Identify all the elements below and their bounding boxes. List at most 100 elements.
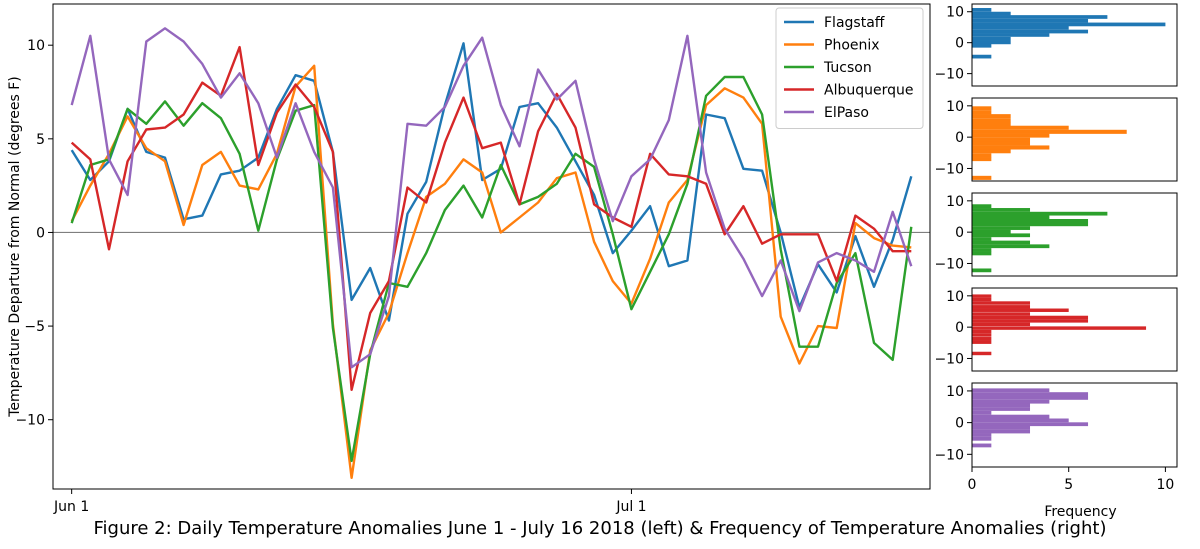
histogram-bar xyxy=(972,418,1069,423)
histogram-bar xyxy=(972,429,1031,434)
histogram-bar xyxy=(972,240,1031,245)
histogram-bar xyxy=(972,54,992,59)
histogram-bar xyxy=(972,251,992,256)
histogram-y-tick-label: 10 xyxy=(946,384,964,400)
histogram-y-tick-label: 0 xyxy=(955,320,964,336)
legend-box xyxy=(775,7,924,129)
histogram-bar xyxy=(972,414,1050,419)
histogram-panel-flagstaff: −10 0 10 xyxy=(934,3,1178,87)
histogram-bar xyxy=(972,294,992,298)
histogram-bar xyxy=(972,425,1031,430)
legend-label-flagstaff: Flagstaff xyxy=(824,15,885,31)
histogram-bar xyxy=(972,308,1069,312)
histogram-bar xyxy=(972,33,1050,37)
histogram-x-axis-label: Frequency xyxy=(1044,504,1116,520)
histogram-y-tick-label: 0 xyxy=(955,225,964,241)
histogram-frame xyxy=(971,382,1178,468)
histogram-bar xyxy=(972,237,992,241)
histogram-bar xyxy=(972,36,1011,41)
histogram-bar xyxy=(972,301,1031,305)
histogram-y-tick-label: 0 xyxy=(955,416,964,432)
legend-label-tucson: Tucson xyxy=(823,60,872,76)
histogram-frame xyxy=(971,3,1178,87)
histogram-bar xyxy=(972,125,1069,130)
legend-label-phoenix: Phoenix xyxy=(824,38,880,54)
histogram-bar xyxy=(972,337,992,341)
histogram-bar xyxy=(972,219,1089,223)
histogram-bar xyxy=(972,233,1031,238)
histogram-bar xyxy=(972,322,1031,327)
histogram-bar xyxy=(972,8,992,12)
histogram-bar xyxy=(972,403,1031,408)
histogram-panel-albuquerque: −10 0 10 xyxy=(934,287,1178,372)
histogram-bar xyxy=(972,137,1031,142)
x-tick-label: Jun 1 xyxy=(53,499,89,515)
y-tick-label: 10 xyxy=(27,38,45,54)
histogram-bar xyxy=(972,129,1127,134)
histogram-y-tick-label: −10 xyxy=(934,351,964,367)
histogram-bar xyxy=(972,326,1147,330)
histogram-bar xyxy=(972,114,1011,119)
histogram-bar xyxy=(972,436,992,441)
histogram-bar xyxy=(972,399,1050,404)
histogram-panel-tucson: −10 0 10 xyxy=(934,192,1178,277)
figure-caption: Figure 2: Daily Temperature Anomalies Ju… xyxy=(93,518,1107,539)
histogram-bar xyxy=(972,175,992,180)
histogram-y-tick-label: 10 xyxy=(946,194,964,210)
histogram-bar xyxy=(972,153,992,158)
histogram-bar xyxy=(972,29,1089,34)
legend: Flagstaff Phoenix Tucson Albuquerque ElPaso xyxy=(775,7,924,129)
histogram-y-tick-label: 10 xyxy=(946,5,964,21)
histogram-bar xyxy=(972,15,1108,19)
histogram-y-tick-label: −10 xyxy=(934,161,964,177)
legend-label-elpaso: ElPaso xyxy=(824,105,869,121)
histogram-x-tick-label: 5 xyxy=(1064,477,1073,493)
histogram-bar xyxy=(972,248,992,252)
histogram-bar xyxy=(972,43,992,48)
histogram-bar xyxy=(972,106,992,111)
histogram-bar xyxy=(972,229,1011,234)
histogram-y-tick-label: 10 xyxy=(946,289,964,305)
histogram-bar xyxy=(972,388,1050,393)
histogram-y-tick-label: −10 xyxy=(934,447,964,463)
y-axis-label: Temperature Departure from Normal (degre… xyxy=(7,76,23,418)
histogram-bar xyxy=(972,319,1089,323)
histogram-bar xyxy=(972,141,1031,146)
histogram-bar xyxy=(972,443,992,448)
histogram-frame xyxy=(971,192,1178,277)
histogram-bar xyxy=(972,392,1089,396)
histogram-y-tick-label: 0 xyxy=(955,36,964,52)
histogram-bar xyxy=(972,351,992,356)
histogram-y-tick-label: 0 xyxy=(955,130,964,146)
histogram-bar xyxy=(972,145,1050,150)
histogram-bar xyxy=(972,297,992,302)
histogram-y-tick-label: 10 xyxy=(946,99,964,115)
histogram-bar xyxy=(972,133,1050,138)
histogram-x-tick-label: 0 xyxy=(968,477,977,493)
histogram-y-tick-label: −10 xyxy=(934,256,964,272)
histogram-bar xyxy=(972,333,992,337)
histogram-bar xyxy=(972,226,1031,230)
histogram-bar xyxy=(972,208,1031,212)
series-line-albuquerque xyxy=(70,45,912,391)
series-line-phoenix xyxy=(70,64,912,479)
histogram-bar xyxy=(972,433,992,437)
histogram-bar xyxy=(972,40,1011,45)
histogram-bar xyxy=(972,244,1050,249)
histogram-bar xyxy=(972,312,1031,316)
histogram-bar xyxy=(972,211,1108,216)
histogram-bar xyxy=(972,396,1089,400)
series-line-flagstaff xyxy=(70,42,913,322)
histogram-bar xyxy=(972,22,1166,27)
histogram-bar xyxy=(972,118,1011,123)
histogram-bar xyxy=(972,215,1050,219)
histogram-bar xyxy=(972,110,992,115)
histogram-bar xyxy=(972,315,1089,320)
histogram-bar xyxy=(972,407,1031,411)
histogram-bar xyxy=(972,422,1089,427)
histogram-bar xyxy=(972,157,992,162)
